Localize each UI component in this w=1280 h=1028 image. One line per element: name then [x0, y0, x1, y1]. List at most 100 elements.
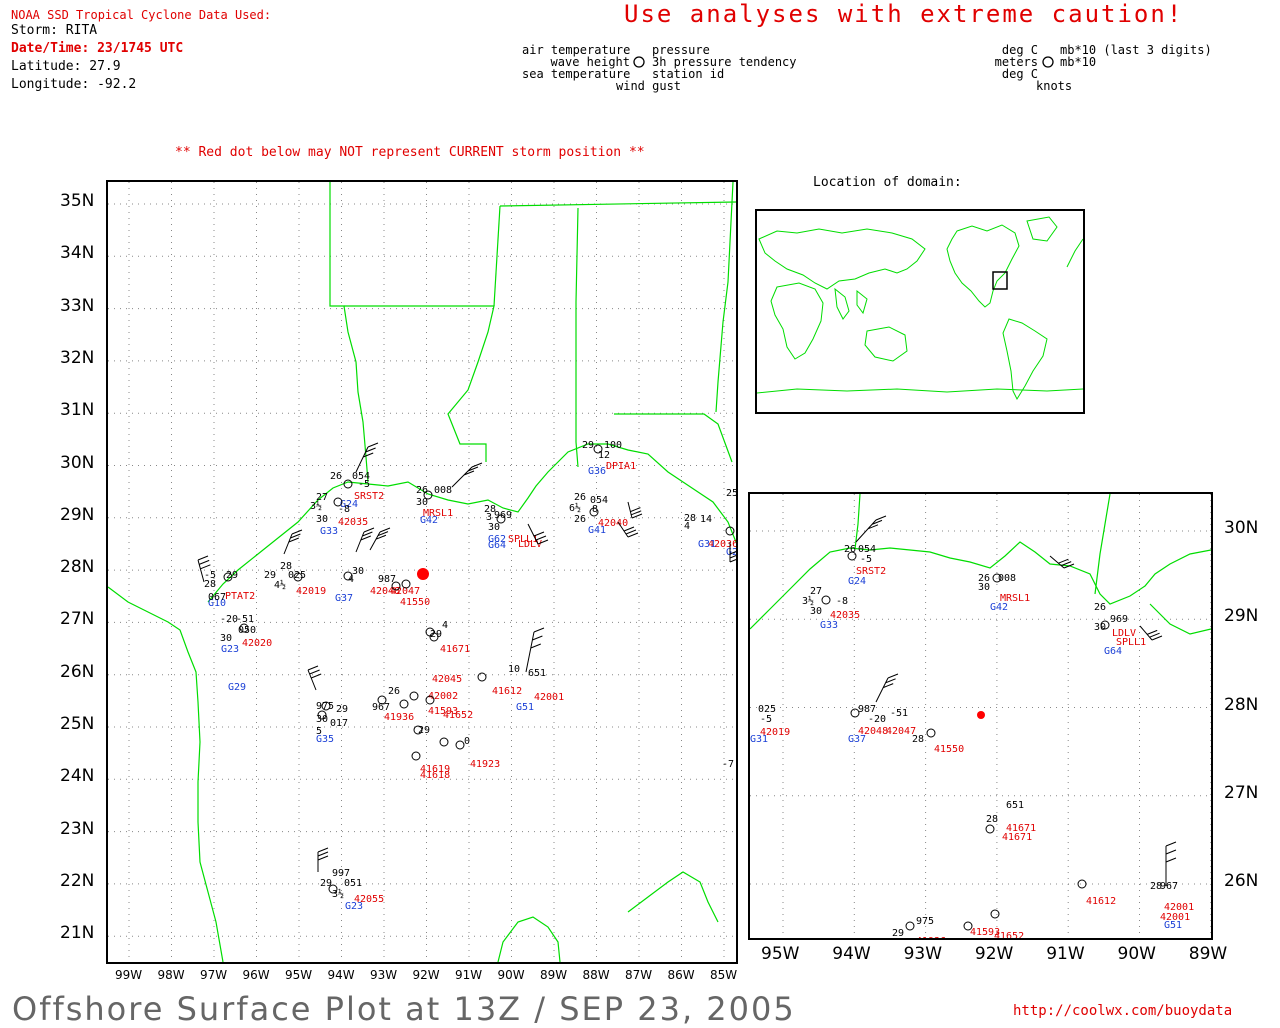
station-value-3: 27	[316, 492, 328, 503]
lat-label-28N: 28N	[60, 557, 95, 578]
station-marker-7	[223, 572, 233, 582]
inset-value-15: -51	[890, 708, 908, 719]
station-id-42020: 42020	[242, 638, 272, 649]
source-url-link[interactable]: http://coolwx.com/buoydata	[1013, 1003, 1233, 1019]
station-value-24: 14	[700, 514, 712, 525]
unit-deg-c: deg C	[1001, 43, 1038, 57]
domain-box	[992, 271, 1008, 290]
inset-map: 26 054 -5 27 3½ -8 30 26 008 30 26 969 30 987 -20 -51 28…	[748, 492, 1213, 947]
station-value-50: 017	[330, 718, 348, 729]
inset-lon-93W: 93W	[903, 944, 943, 964]
inset-blue-G24: G24	[848, 576, 866, 587]
world-locator-map	[755, 209, 1085, 414]
inset-value-9: 30	[978, 582, 990, 593]
inset-lat-26N: 26N	[1224, 871, 1259, 891]
inset-value-2: -5	[860, 554, 872, 565]
inset-value-6: 30	[810, 606, 822, 617]
station-value-48: 29	[336, 704, 348, 715]
inset-id-MRSL1-2: MRSL1	[1000, 593, 1030, 604]
legend-air-temp: air temperature	[522, 43, 631, 57]
inset-id-SPLL1-4: SPLL1	[1116, 637, 1146, 648]
lat-label-35N: 35N	[60, 191, 95, 211]
lon-label-89W: 89W	[540, 968, 568, 982]
lat-label-23N: 23N	[60, 818, 95, 839]
station-id-42019: 42019	[296, 586, 326, 597]
station-marker-12	[239, 623, 249, 633]
unit-knots: knots	[1036, 79, 1073, 93]
station-id-G23-10: G23	[221, 644, 239, 655]
lon-label-95W: 95W	[285, 968, 313, 982]
station-id-G51-13: G51	[516, 702, 534, 713]
wind-barb-7	[197, 555, 211, 583]
station-marker-14	[429, 632, 439, 642]
station-marker-24	[328, 884, 338, 894]
inset-value-7: 26	[978, 573, 990, 584]
lon-label-91W: 91W	[455, 968, 483, 982]
inset-station-6	[985, 824, 995, 834]
main-map: SRST242035MRSL1LDLVSPLL142040DPIA1SGOF14…	[106, 180, 768, 964]
station-id-G64-3: G64	[488, 540, 506, 551]
station-value-46: 967	[372, 702, 390, 713]
station-marker-16	[377, 695, 387, 705]
station-marker-0	[343, 479, 353, 489]
lon-label-87W: 87W	[625, 968, 653, 982]
latitude-label: Latitude: 27.9	[11, 59, 121, 74]
station-id-G10-8: G10	[208, 598, 226, 609]
station-id-41550: 41550	[400, 597, 430, 608]
station-value-12: 969	[494, 510, 512, 521]
inset-id-LDLV-3: LDLV	[1112, 628, 1136, 639]
inset-value-16: 28	[912, 734, 924, 745]
inset-id-42035-1: 42035	[830, 610, 860, 621]
station-value-17: 8	[592, 504, 598, 515]
inset-id-42047-7: 42047	[886, 726, 916, 737]
station-id-G24-0: G24	[340, 499, 358, 510]
inset-station-9	[963, 921, 973, 931]
lon-label-96W: 96W	[242, 968, 270, 982]
station-id-41652: 41652	[443, 710, 473, 721]
legend-center: pressure 3h pressure tendency station id…	[616, 44, 797, 92]
station-marker-2	[423, 490, 433, 500]
inset-lon-94W: 94W	[832, 944, 871, 964]
inset-station-10	[990, 909, 1000, 919]
red-dot-note: ** Red dot below may NOT represent CURRE…	[175, 145, 645, 160]
station-marker-26	[321, 701, 331, 711]
world-coastlines	[756, 216, 1084, 401]
inset-value-21: 025	[758, 704, 776, 715]
inset-id-42048-6: 42048	[858, 726, 888, 737]
inset-value-10: 26	[1094, 602, 1106, 613]
lat-label-33N: 33N	[60, 295, 95, 316]
inset-blue-G42: G42	[990, 602, 1008, 613]
station-value-49: 30	[316, 714, 328, 725]
lat-label-29N: 29N	[60, 504, 95, 525]
inset-value-24: 967	[1160, 881, 1178, 892]
wind-barb-4	[355, 527, 375, 553]
station-value-39: 30	[220, 633, 232, 644]
station-id-42045: 42045	[432, 674, 462, 685]
station-value-29: 4½	[274, 579, 286, 591]
inset-barb-2	[1139, 625, 1163, 641]
lat-label-34N: 34N	[60, 243, 95, 264]
station-id-42055: 42055	[354, 894, 384, 905]
legend-left: air temperature wave height sea temperat…	[522, 44, 630, 80]
inset-barb-3	[875, 673, 899, 703]
station-marker-11	[401, 579, 411, 589]
station-circle-icon	[633, 56, 645, 68]
station-id-G62-14: G62	[488, 534, 506, 545]
station-value-51: 5	[316, 726, 322, 737]
inset-id-41671-9: 41671	[1006, 823, 1036, 834]
inset-value-5: -8	[836, 596, 848, 607]
station-value-26: 28	[280, 561, 292, 572]
station-value-47: 975	[316, 701, 334, 712]
lat-label-31N: 31N	[60, 400, 95, 421]
station-value-8: 008	[434, 485, 452, 496]
station-value-38: -51	[236, 614, 254, 625]
lat-label-26N: 26N	[60, 661, 95, 682]
inset-id-SRST2-0: SRST2	[856, 566, 886, 577]
inset-value-23: 28	[986, 814, 998, 825]
inset-value-18: 28	[1150, 881, 1162, 892]
inset-station-4	[850, 708, 860, 718]
lat-label-32N: 32N	[60, 347, 95, 368]
coastline	[107, 181, 737, 963]
inset-value-20: 29	[892, 928, 904, 938]
lat-label-22N: 22N	[60, 870, 95, 891]
